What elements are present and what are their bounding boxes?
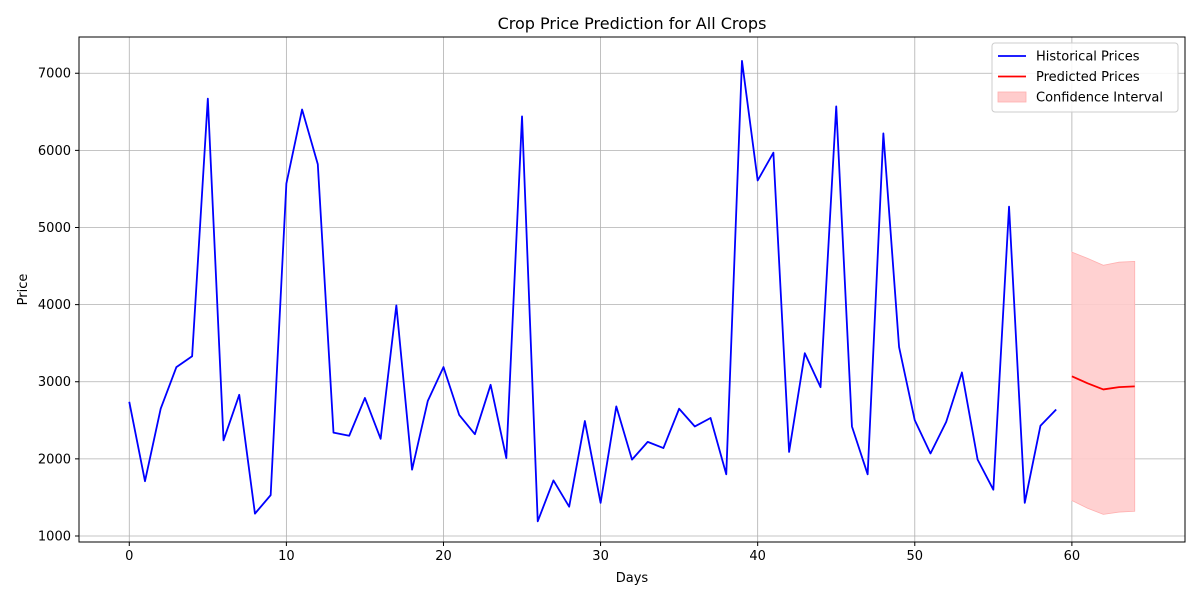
plot-area-frame (78, 36, 1186, 543)
y-tick-label: 4000 (38, 298, 71, 313)
x-axis-ticks: 0 10 20 30 40 50 60 (125, 542, 1080, 564)
confidence-band-layer (1071, 251, 1136, 515)
x-tick-label: 10 (278, 549, 295, 564)
confidence-interval-band (1071, 251, 1136, 515)
x-tick-label: 60 (1064, 549, 1081, 564)
y-axis-label: Price (16, 274, 31, 306)
y-tick-label: 6000 (38, 144, 71, 159)
y-tick-label: 3000 (38, 375, 71, 390)
predicted-prices-line (1071, 375, 1135, 391)
y-axis-ticks: 1000 2000 3000 4000 5000 6000 7000 (38, 67, 79, 544)
x-tick-label: 20 (435, 549, 452, 564)
legend-swatch (997, 91, 1027, 103)
x-tick-label: 30 (592, 549, 609, 564)
x-tick-label: 0 (125, 549, 133, 564)
y-tick-label: 2000 (38, 452, 71, 467)
y-tick-label: 5000 (38, 221, 71, 236)
legend-box (991, 42, 1179, 113)
x-tick-label: 40 (749, 549, 766, 564)
legend-label: Predicted Prices (1036, 70, 1140, 85)
gridlines (79, 37, 1185, 542)
legend: Historical Prices Predicted Prices Confide… (991, 42, 1179, 113)
x-axis-label: Days (616, 571, 649, 586)
series-layer (128, 60, 1135, 523)
y-tick-label: 7000 (38, 67, 71, 82)
y-tick-label: 1000 (38, 529, 71, 544)
x-tick-label: 50 (907, 549, 924, 564)
chart-title: Crop Price Prediction for All Crops (498, 14, 767, 33)
legend-label: Historical Prices (1036, 50, 1140, 65)
historical-prices-line (128, 60, 1057, 523)
legend-label: Confidence Interval (1036, 91, 1163, 106)
